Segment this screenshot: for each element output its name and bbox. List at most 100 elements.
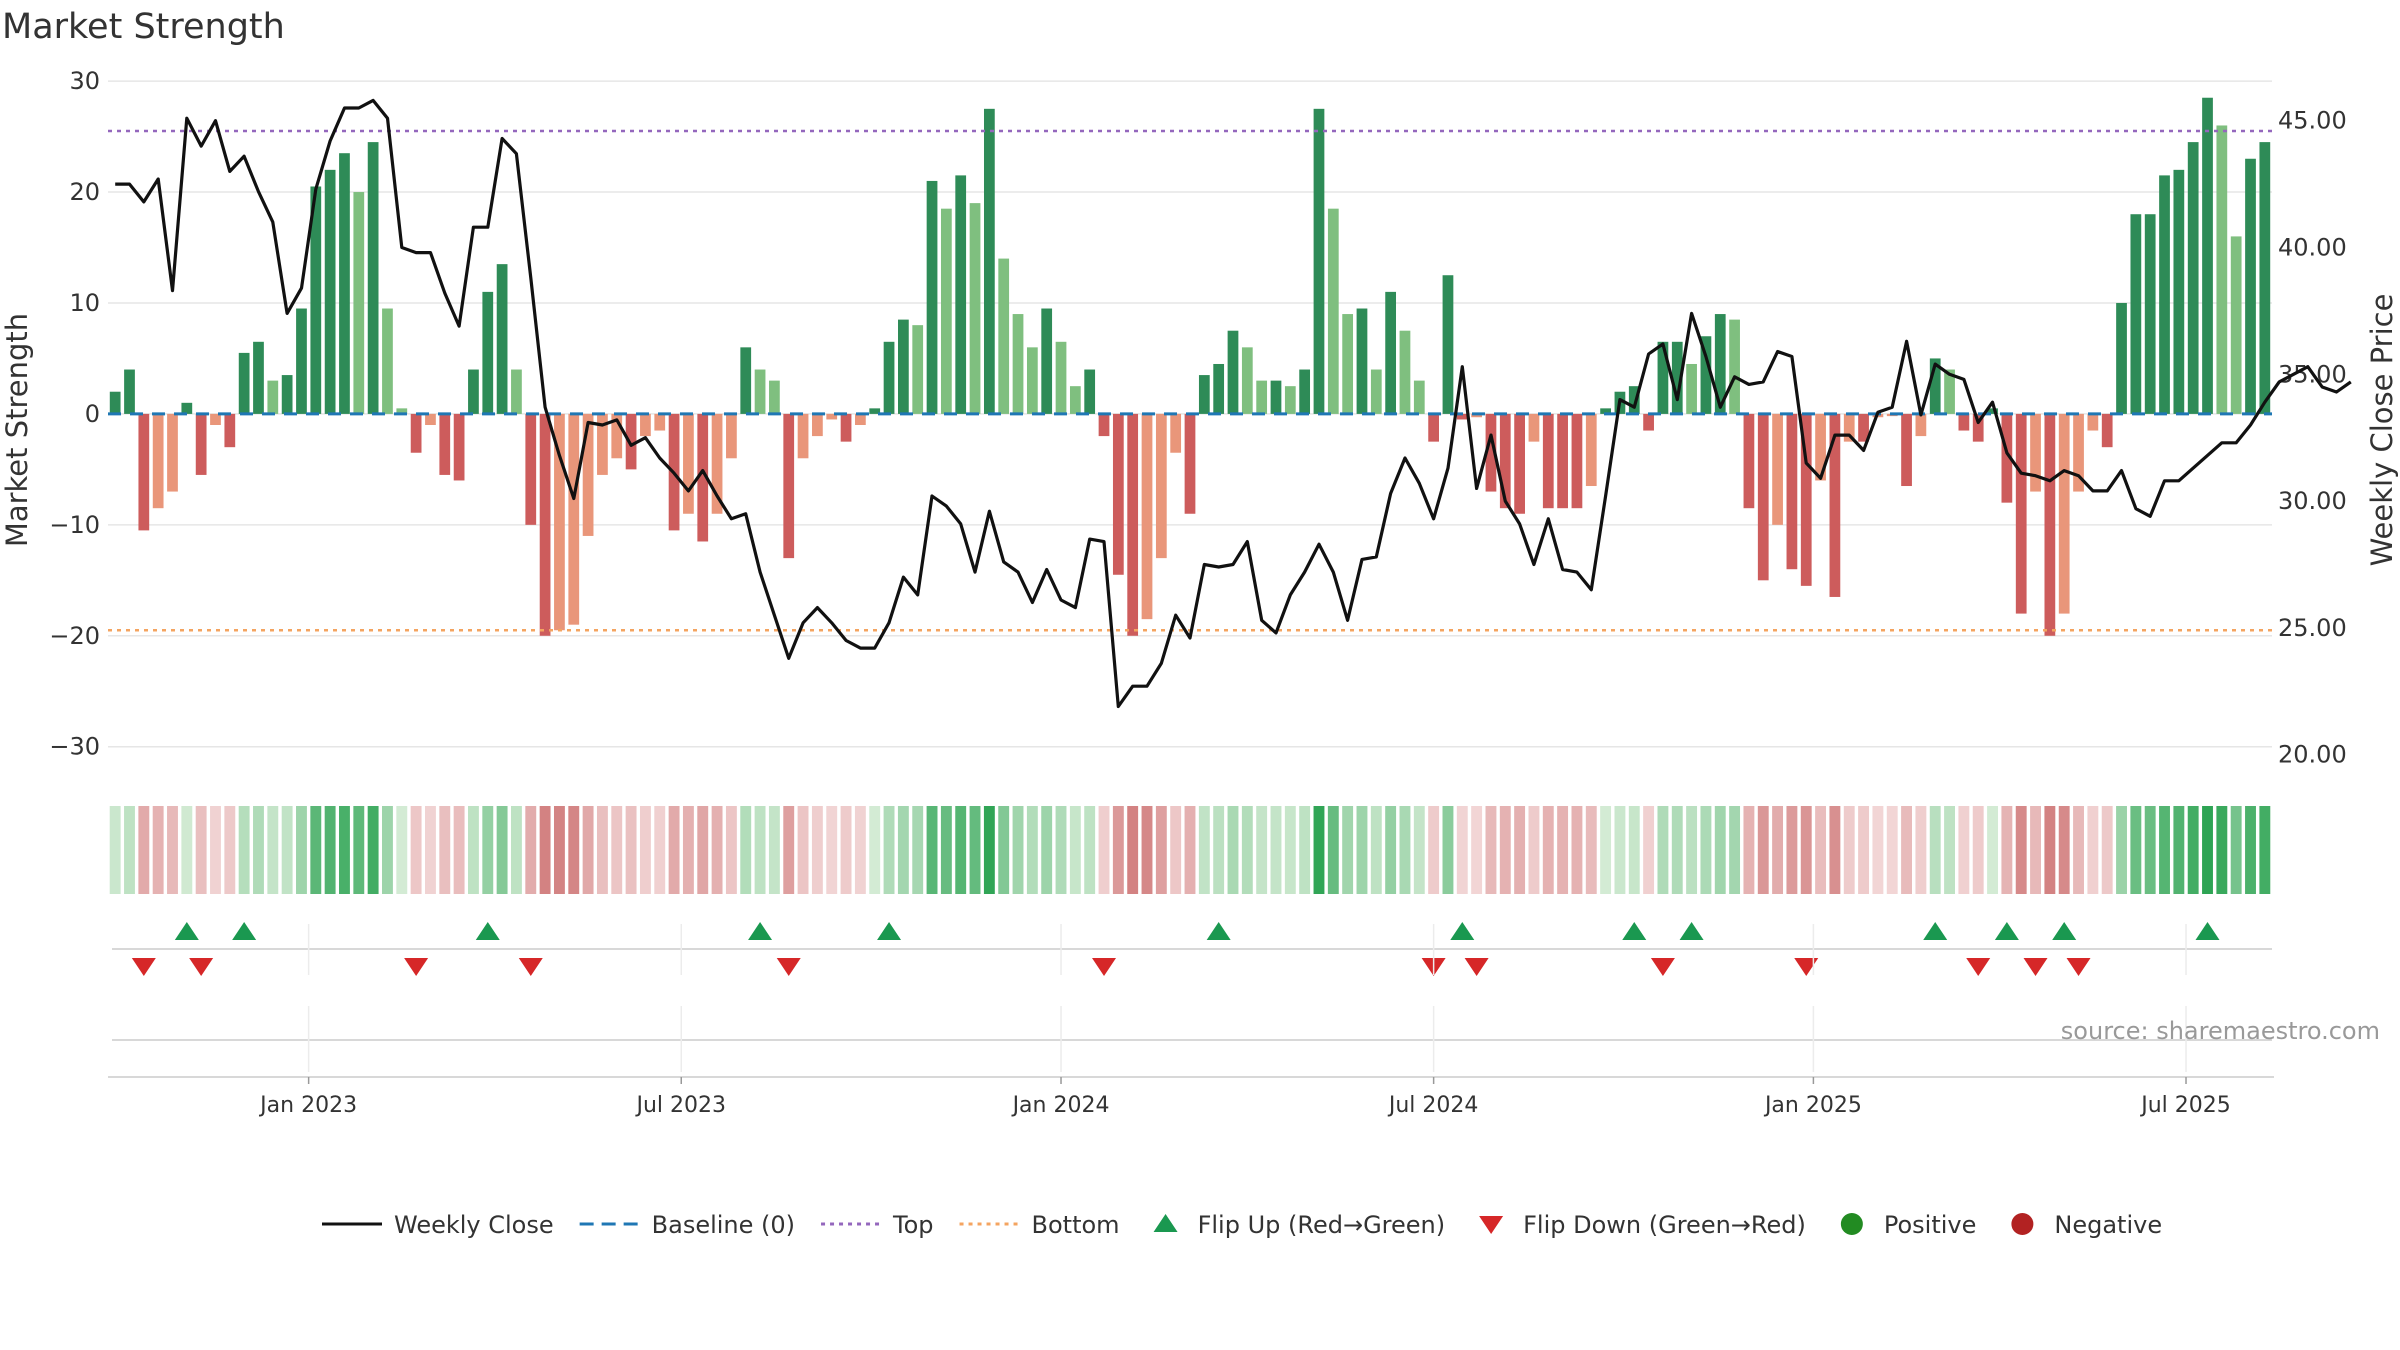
strip-cell [382,806,393,894]
strip-cell [2202,806,2213,894]
strength-bar [253,341,264,414]
strength-bar [625,413,637,470]
strip-cell [109,806,121,894]
legend-label: Negative [2054,1211,2162,1239]
strip-cell [1915,806,1927,894]
strength-bar [611,413,623,459]
strip-cell [1686,806,1698,894]
strength-bar [1428,413,1440,442]
flip-down-marker [1966,958,1991,976]
strip-cell [467,806,479,894]
strip-cell [668,806,680,894]
legend-swatch-negative [2011,1213,2034,1235]
strip-cell [2216,806,2228,894]
strength-bar [1643,413,1654,431]
strip-cell [1184,806,1196,894]
strip-cell [1241,806,1253,894]
x-tick-label: Jul 2025 [2139,1093,2231,1118]
legend-item-baseline: Baseline (0) [579,1211,795,1239]
strength-bar [1571,413,1583,509]
strip-cell [138,806,150,894]
left-tick-label: −30 [49,733,100,761]
strip-cell [1714,806,1726,894]
legend-item-flip-down: Flip Down (Green→Red) [1479,1211,1806,1239]
strength-bar [1213,363,1225,414]
strength-bar [1069,386,1081,414]
left-tick-label: 20 [69,178,100,206]
strength-bar [568,413,580,625]
strength-heat-strip [109,806,2271,894]
flip-down-marker [1794,958,1819,976]
right-axis-label: Weekly Close Price [2365,294,2399,567]
legend-item-bottom: Bottom [959,1211,1120,1239]
strength-bar [597,413,608,475]
flip-down-marker [2066,958,2091,976]
strip-cell [1069,806,1081,894]
strength-bar [1399,330,1411,414]
strip-cell [1671,806,1683,894]
flip-up-marker [475,922,500,940]
strip-cell [568,806,580,894]
strip-cell [983,806,995,894]
strength-bar [1327,208,1339,414]
strip-cell [482,806,494,894]
strength-bar [1342,314,1354,414]
flip-up-marker [1450,922,1475,940]
strength-bar [310,186,322,414]
strength-bar [1958,413,1970,431]
strength-bar [1972,413,1984,442]
strip-cell [1155,806,1167,894]
strip-cell [396,806,408,894]
strength-bar [439,413,451,475]
flip-up-marker [174,922,199,940]
strip-cell [1815,806,1827,894]
strip-cell [1356,806,1368,894]
strip-cell [1055,806,1067,894]
strip-cell [783,806,795,894]
flip-up-marker [2052,922,2077,940]
strip-cell [1098,806,1110,894]
strip-cell [353,806,365,894]
strip-cell [912,806,924,894]
strip-cell [797,806,809,894]
chart-title: Market Strength [2,7,285,47]
flip-up-marker [1994,922,2019,940]
strip-cell [224,806,236,894]
flip-down-marker [1092,958,1117,976]
strength-bar [1270,380,1282,414]
strength-bar [1714,314,1726,414]
strength-bar [1370,369,1382,414]
strength-bar [783,413,795,559]
strip-cell [2144,806,2156,894]
strength-bar [1628,386,1640,414]
strength-bar [1299,369,1311,414]
strip-cell [754,806,766,894]
strip-cell [854,806,866,894]
strip-cell [510,806,522,894]
strength-bar [2030,413,2041,492]
strip-cell [811,806,823,894]
strip-cell [1227,806,1239,894]
strip-cell [582,806,594,894]
strip-cell [1499,806,1511,894]
strip-cell [969,806,981,894]
strength-bar [1012,314,1024,414]
strip-cell [869,806,881,894]
strength-bar [1757,413,1769,581]
strength-bar [654,413,666,431]
flip-up-marker [748,922,773,940]
strip-cell [1041,806,1053,894]
strength-bar [2144,214,2156,414]
strength-bar [453,413,465,481]
strength-bar [1800,413,1812,586]
strength-bar [224,413,236,448]
strength-bar [1528,413,1540,442]
strip-cell [238,806,250,894]
strip-cell [539,806,551,894]
strip-cell [1972,806,1984,894]
strip-cell [324,806,336,894]
strength-bar [1155,413,1167,559]
strength-bar [1843,413,1855,442]
strength-bar [1227,330,1239,414]
